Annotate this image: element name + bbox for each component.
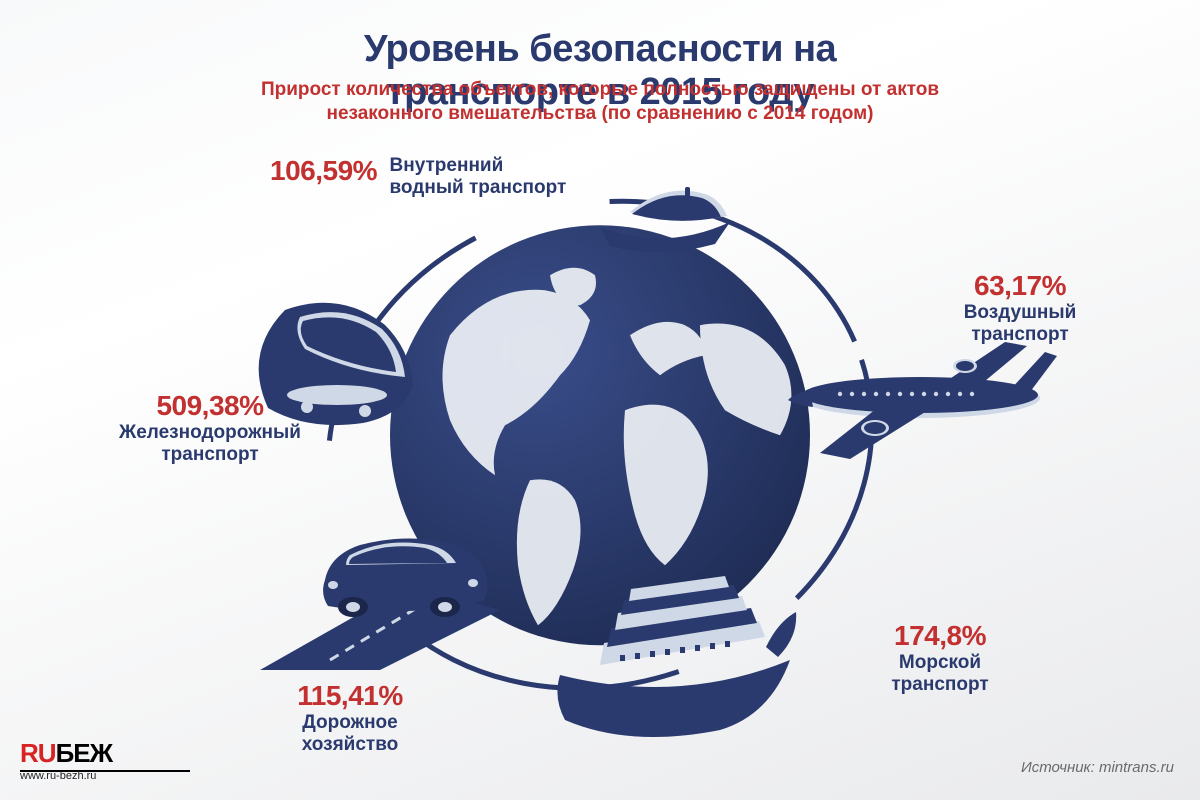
datapoint-air: 63,17% Воздушныйтранспорт xyxy=(920,270,1120,346)
logo-rest: БЕЖ xyxy=(56,738,113,768)
datapoint-inland-water: 106,59% Внутреннийводный транспорт xyxy=(270,155,630,199)
car-icon xyxy=(260,500,520,670)
datapoint-rail: 509,38% Железнодорожныйтранспорт xyxy=(100,390,320,466)
percent-value: 509,38% xyxy=(100,390,320,422)
category-label: Внутреннийводный транспорт xyxy=(390,155,567,199)
datapoint-sea: 174,8% Морскойтранспорт xyxy=(840,620,1040,696)
category-label: Железнодорожныйтранспорт xyxy=(100,422,320,466)
percent-value: 115,41% xyxy=(250,680,450,712)
logo-url: www.ru-bezh.ru xyxy=(20,770,190,782)
datapoint-road: 115,41% Дорожноехозяйство xyxy=(250,680,450,756)
ship-icon xyxy=(545,555,805,740)
category-label: Дорожноехозяйство xyxy=(250,712,450,756)
brand-logo: RUБЕЖ www.ru-bezh.ru xyxy=(20,738,190,782)
category-label: Морскойтранспорт xyxy=(840,652,1040,696)
percent-value: 174,8% xyxy=(840,620,1040,652)
source-attribution: Источник: mintrans.ru xyxy=(1021,759,1174,776)
percent-value: 63,17% xyxy=(920,270,1120,302)
page-subtitle: Прирост количества объектов, которые пол… xyxy=(220,78,980,126)
logo-ru: RU xyxy=(20,738,56,768)
percent-value: 106,59% xyxy=(270,155,377,187)
category-label: Воздушныйтранспорт xyxy=(920,302,1120,346)
